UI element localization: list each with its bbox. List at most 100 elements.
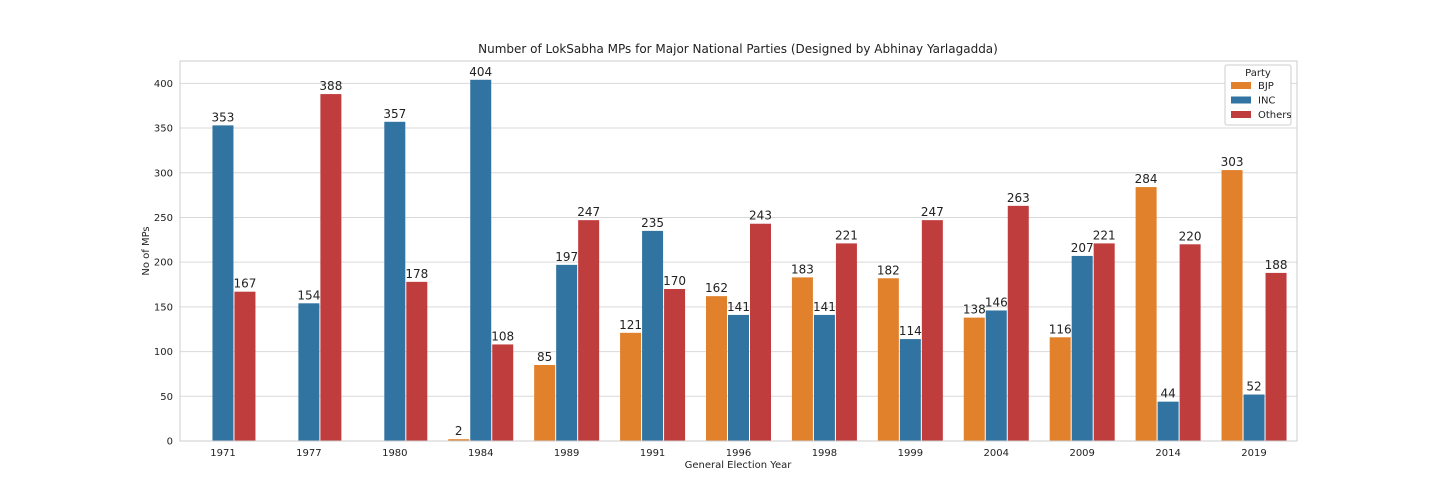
data-label: 114 bbox=[899, 324, 922, 338]
bars bbox=[212, 79, 1287, 442]
data-label: 141 bbox=[727, 300, 750, 314]
bar bbox=[448, 439, 470, 441]
data-label: 388 bbox=[319, 79, 342, 93]
data-label: 220 bbox=[1179, 229, 1202, 243]
legend-swatch bbox=[1231, 82, 1251, 89]
bar bbox=[1221, 170, 1243, 442]
bar bbox=[320, 94, 342, 442]
legend-box bbox=[1224, 64, 1292, 126]
data-label: 162 bbox=[705, 281, 728, 295]
bar bbox=[1265, 272, 1287, 441]
data-label: 235 bbox=[641, 216, 664, 230]
data-label: 167 bbox=[234, 277, 257, 291]
bar bbox=[470, 79, 492, 441]
y-tick-label: 400 bbox=[154, 79, 173, 90]
data-label: 221 bbox=[835, 228, 858, 242]
bar bbox=[578, 220, 600, 441]
data-label: 263 bbox=[1007, 191, 1030, 205]
bar bbox=[384, 121, 406, 442]
y-tick-label: 350 bbox=[154, 124, 173, 135]
data-label: 404 bbox=[469, 65, 492, 79]
bar bbox=[234, 291, 256, 441]
data-label: 221 bbox=[1093, 228, 1116, 242]
bar bbox=[985, 310, 1007, 441]
data-label: 170 bbox=[663, 274, 686, 288]
x-tick-label: 1989 bbox=[554, 448, 579, 459]
data-label: 2 bbox=[455, 424, 463, 438]
x-tick-label: 1996 bbox=[726, 448, 751, 459]
data-label: 44 bbox=[1160, 387, 1175, 401]
bar bbox=[899, 339, 921, 441]
data-label: 243 bbox=[749, 209, 772, 223]
data-label: 284 bbox=[1135, 172, 1158, 186]
bar bbox=[963, 317, 985, 441]
bar bbox=[1179, 244, 1201, 441]
plot-frame bbox=[179, 60, 1298, 442]
x-tick-label: 2009 bbox=[1069, 448, 1094, 459]
y-tick-labels: 0 50 100 150 200 250 300 350 400 bbox=[154, 79, 173, 448]
bar bbox=[706, 296, 727, 441]
data-label: 357 bbox=[383, 107, 406, 121]
bar bbox=[835, 243, 857, 441]
data-label: 141 bbox=[813, 300, 836, 314]
bar bbox=[921, 220, 943, 441]
bar bbox=[1157, 401, 1179, 441]
y-tick-label: 50 bbox=[160, 392, 173, 403]
bar bbox=[534, 365, 556, 441]
bar bbox=[750, 223, 771, 441]
bar bbox=[556, 264, 578, 441]
bar bbox=[406, 281, 428, 441]
legend-entry: Others bbox=[1258, 110, 1292, 121]
x-tick-label: 2014 bbox=[1155, 448, 1180, 459]
data-label: 247 bbox=[577, 205, 600, 219]
y-tick-label: 0 bbox=[167, 437, 173, 448]
bar bbox=[791, 277, 813, 441]
y-tick-label: 300 bbox=[154, 168, 173, 179]
bar bbox=[492, 344, 514, 441]
x-tick-label: 1999 bbox=[898, 448, 923, 459]
bar bbox=[1093, 243, 1115, 441]
y-tick-label: 150 bbox=[154, 302, 173, 313]
bar bbox=[1135, 187, 1157, 441]
data-label: 303 bbox=[1221, 155, 1244, 169]
bar bbox=[642, 230, 664, 441]
legend-swatch bbox=[1231, 111, 1251, 118]
data-label: 154 bbox=[297, 288, 320, 302]
data-label: 207 bbox=[1071, 241, 1094, 255]
data-label: 52 bbox=[1246, 380, 1261, 394]
data-label: 121 bbox=[619, 318, 642, 332]
legend-swatch bbox=[1231, 96, 1251, 104]
data-label: 146 bbox=[985, 295, 1008, 309]
x-tick-label: 1991 bbox=[640, 448, 665, 459]
legend: Party BJP INC Others bbox=[1224, 64, 1292, 126]
data-label: 182 bbox=[877, 263, 900, 277]
x-tick-label: 1980 bbox=[382, 448, 407, 459]
gridlines bbox=[180, 82, 1297, 442]
data-label: 178 bbox=[405, 267, 428, 281]
bar bbox=[1049, 337, 1071, 441]
y-axis-label: No of MPs bbox=[141, 226, 152, 275]
bar bbox=[620, 332, 642, 441]
x-tick-label: 1984 bbox=[468, 448, 493, 459]
data-label: 247 bbox=[921, 205, 944, 219]
x-axis-label: General Election Year bbox=[685, 460, 793, 471]
data-label: 108 bbox=[491, 329, 514, 343]
data-label: 353 bbox=[212, 110, 235, 124]
bar bbox=[1007, 205, 1029, 441]
bar bbox=[212, 125, 234, 442]
y-tick-label: 250 bbox=[154, 213, 173, 224]
x-tick-label: 2004 bbox=[984, 448, 1009, 459]
bar bbox=[1243, 394, 1265, 441]
x-tick-label: 2019 bbox=[1241, 448, 1266, 459]
x-tick-label: 1998 bbox=[812, 448, 837, 459]
chart-title: Number of LokSabha MPs for Major Nationa… bbox=[478, 42, 998, 56]
data-label: 85 bbox=[537, 350, 552, 364]
y-tick-label: 200 bbox=[154, 258, 173, 269]
data-label: 197 bbox=[555, 250, 578, 264]
data-labels: 353 167 154 388 357 178 2 404 108 85 197 247 121 235 1… bbox=[212, 65, 1288, 438]
legend-title: Party bbox=[1245, 68, 1271, 79]
data-label: 138 bbox=[963, 303, 986, 317]
legend-entry: INC bbox=[1258, 96, 1275, 107]
data-label: 116 bbox=[1049, 322, 1072, 336]
